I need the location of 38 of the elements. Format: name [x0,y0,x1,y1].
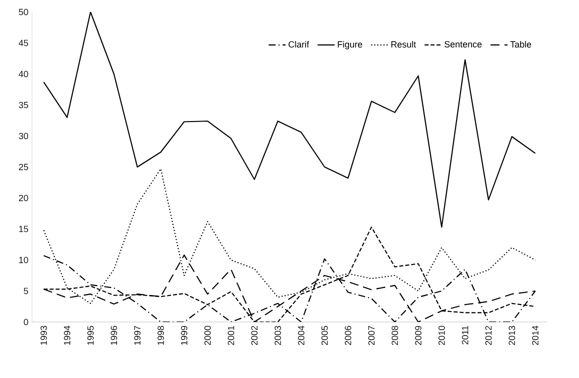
x-tick-label: 2011 [462,326,468,344]
legend-label: Figure [338,40,362,50]
legend-label: Sentence [444,41,482,48]
x-tick-label: 2012 [485,326,492,346]
x-tick-label: 1995 [87,326,94,345]
y-tick-label: 50 [18,8,28,16]
x-tick-label: 2014 [532,326,538,346]
x-tick-label: 2000 [204,326,211,346]
y-tick-label: 0 [24,318,28,326]
x-tick-label: 2006 [344,326,352,346]
legend-label: Table [510,40,532,48]
x-tick-label: 1998 [158,326,164,345]
x-tick-label: 1993 [40,326,47,345]
y-tick-label: 35 [18,102,28,108]
y-tick-label: 30 [18,132,28,140]
y-tick-label: 5 [24,288,28,294]
x-tick-label: 2003 [274,326,281,346]
x-tick-label: 2013 [508,326,516,346]
x-tick-label: 2005 [321,326,328,346]
x-tick-label: 1997 [134,326,141,345]
x-tick-label: 1994 [64,326,70,345]
x-tick-label: 1999 [180,326,188,345]
x-tick-label: 2008 [392,326,398,346]
y-tick-label: 10 [19,256,28,264]
y-tick-label: 20 [18,194,28,202]
y-tick-label: 15 [19,226,28,232]
y-tick-label: 40 [18,70,28,78]
x-tick-label: 2002 [251,326,258,346]
legend-label: Result [391,40,416,48]
y-tick-label: 25 [18,164,28,170]
x-tick-label: 2004 [298,326,304,346]
y-tick-label: 45 [18,40,28,46]
x-tick-label: 2001 [228,326,234,346]
x-tick-label: 2009 [415,326,422,346]
legend-label: Clarif [288,40,310,48]
x-tick-label: 1996 [110,326,118,345]
x-tick-label: 2010 [438,326,445,346]
x-tick-label: 2007 [368,326,375,346]
